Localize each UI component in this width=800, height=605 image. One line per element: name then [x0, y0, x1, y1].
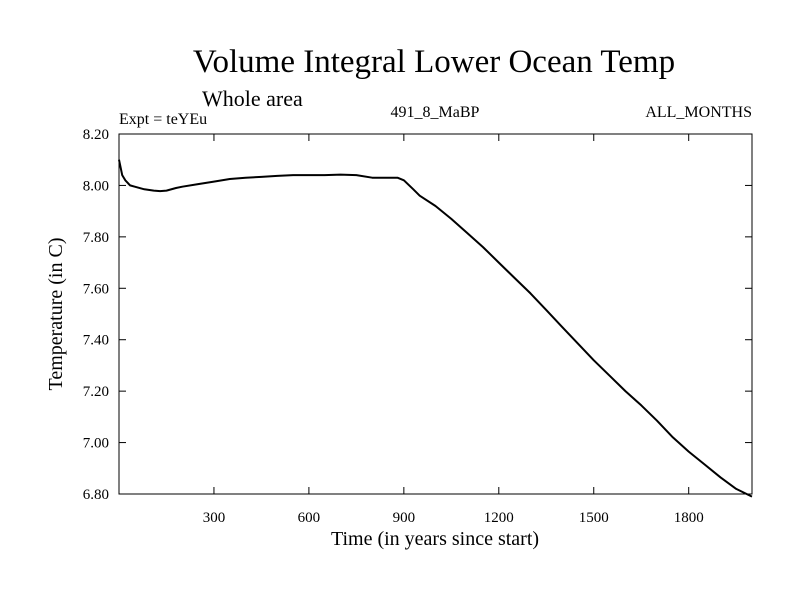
run-label: 491_8_MaBP — [391, 104, 480, 121]
chart-title: Volume Integral Lower Ocean Temp — [193, 44, 675, 80]
x-tick-label-3: 1200 — [484, 510, 514, 526]
x-axis-label: Time (in years since start) — [331, 528, 539, 550]
months-label: ALL_MONTHS — [645, 104, 752, 121]
experiment-label: Expt = teYEu — [119, 111, 207, 128]
x-tick-label-4: 1500 — [579, 510, 609, 526]
y-tick-label-3: 7.40 — [83, 333, 109, 349]
series-line — [118, 159, 753, 498]
y-tick-label-5: 7.80 — [83, 230, 109, 246]
chart-subtitle: Whole area — [202, 86, 303, 111]
x-tick-label-0: 300 — [203, 510, 226, 526]
x-tick-label-2: 900 — [393, 510, 416, 526]
x-tick-label-5: 1800 — [674, 510, 704, 526]
y-tick-label-1: 7.00 — [83, 436, 109, 452]
y-axis: 6.80 7.00 7.20 7.40 7.60 7.80 8.00 8.20 — [83, 127, 752, 503]
y-tick-label-4: 7.60 — [83, 281, 109, 297]
y-axis-label: Temperature (in C) — [45, 238, 67, 391]
y-tick-label-0: 6.80 — [83, 487, 109, 503]
plot-frame — [118, 133, 753, 495]
x-tick-label-1: 600 — [298, 510, 321, 526]
y-tick-label-2: 7.20 — [83, 384, 109, 400]
y-tick-label-7: 8.20 — [83, 127, 109, 143]
y-tick-label-6: 8.00 — [83, 178, 109, 194]
x-axis: 300 600 900 1200 1500 1800 — [203, 134, 704, 526]
